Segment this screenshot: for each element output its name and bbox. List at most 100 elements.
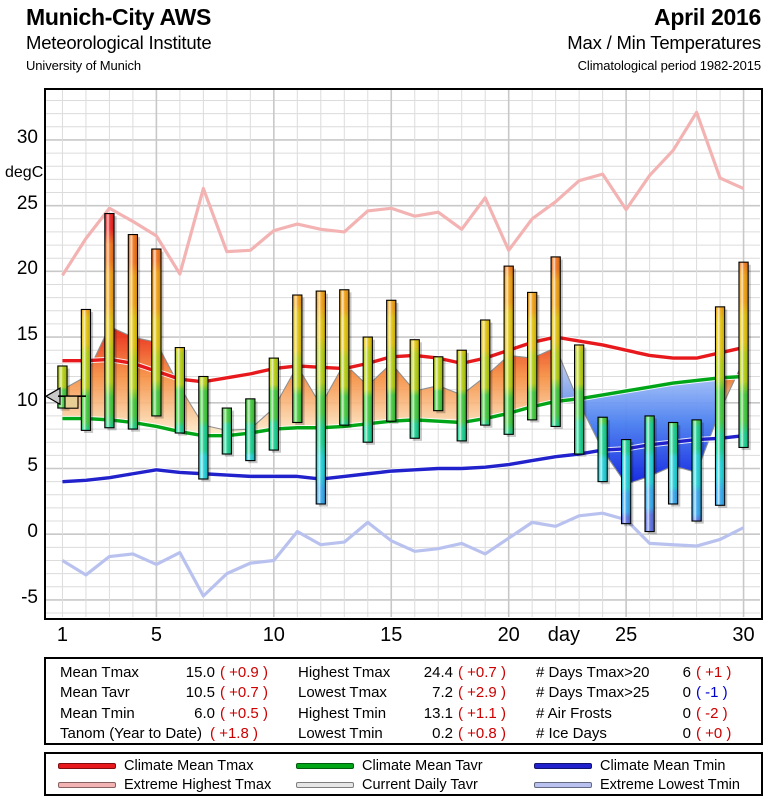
bar-day-13[interactable]: [339, 289, 352, 428]
bar-highlight: [175, 348, 184, 433]
bar-day-7[interactable]: [198, 375, 211, 482]
bar-day-24[interactable]: [597, 416, 610, 485]
bar-day-2[interactable]: [80, 308, 94, 433]
stat-row: Highest Tmin 13.1 ( +1.1 ): [298, 703, 522, 724]
legend-item: Current Daily Tavr: [296, 775, 522, 794]
stat-row: Mean Tavr 10.5 ( +0.7 ): [60, 683, 284, 704]
bar-day-9[interactable]: [245, 398, 258, 464]
bar-day-30[interactable]: [738, 261, 751, 451]
statistics-panel: Mean Tmax 15.0 ( +0.9 ) Mean Tavr 10.5 ( +0.7…: [44, 657, 763, 745]
bar-day-16[interactable]: [409, 339, 422, 441]
legend-item: Climate Mean Tavr: [296, 756, 522, 775]
stat-value: 0.2: [432, 725, 453, 743]
stat-value: 7.2: [432, 684, 453, 702]
chart-subtitle: Max / Min Temperatures: [567, 32, 761, 53]
bar-highlight: [598, 417, 607, 481]
stat-row: Mean Tmax 15.0 ( +0.9 ): [60, 662, 284, 683]
bar-day-4[interactable]: [127, 234, 141, 432]
stat-row: Highest Tmax 24.4 ( +0.7 ): [298, 662, 522, 683]
bar-highlight: [575, 345, 584, 454]
stat-row: Mean Tmin 6.0 ( +0.5 ): [60, 703, 284, 724]
marker-block: [64, 395, 79, 409]
warm-anomaly-band: [62, 326, 580, 436]
bar-day-15[interactable]: [386, 299, 399, 424]
bar-day-6[interactable]: [174, 347, 188, 436]
stat-anomaly: ( -2 ): [696, 704, 728, 722]
bar-day-8[interactable]: [221, 407, 235, 457]
y-tick-0: 0: [27, 521, 38, 543]
bar-day-18[interactable]: [456, 349, 469, 444]
period-title: April 2016: [654, 4, 761, 30]
bar-day-10[interactable]: [268, 357, 282, 453]
bar-day-11[interactable]: [292, 294, 305, 426]
bar-highlight: [669, 423, 677, 504]
stat-anomaly: ( +0.7 ): [220, 684, 268, 702]
stat-value: 10.5: [185, 684, 215, 702]
bar-day-27[interactable]: [667, 421, 681, 507]
bar-day-21[interactable]: [527, 291, 540, 423]
bar-day-22[interactable]: [550, 256, 563, 430]
bar-day-25[interactable]: [620, 439, 634, 527]
bar-highlight: [434, 357, 443, 410]
stat-row: # Days Tmax>20 6 ( +1 ): [536, 662, 760, 683]
y-tick-20: 20: [16, 258, 38, 280]
stat-row: # Days Tmax>25 0 ( -1 ): [536, 683, 760, 704]
stat-row: Lowest Tmin 0.2 ( +0.8 ): [298, 724, 522, 745]
stat-value: 15.0: [185, 663, 215, 681]
chart-canvas: [46, 90, 760, 617]
bar-highlight: [528, 293, 537, 420]
bar-highlight: [739, 262, 748, 447]
stat-value: 0: [682, 684, 691, 702]
bar-highlight: [340, 290, 349, 425]
bar-day-20[interactable]: [503, 265, 516, 437]
bar-highlight: [504, 266, 513, 434]
legend-label: Climate Mean Tmax: [124, 757, 254, 774]
legend-label: Climate Mean Tavr: [362, 757, 483, 774]
bar-day-12[interactable]: [315, 290, 328, 507]
stat-label: Mean Tmax: [60, 663, 139, 681]
stat-row: # Air Frosts 0 ( -2 ): [536, 703, 760, 724]
bar-highlight: [551, 257, 560, 426]
stat-anomaly: ( +0.5 ): [220, 704, 268, 722]
stat-anomaly: ( +0.9 ): [220, 663, 268, 681]
y-tick-5: 5: [27, 455, 38, 477]
legend-label: Extreme Lowest Tmin: [600, 776, 740, 793]
stats-column-means: Mean Tmax 15.0 ( +0.9 ) Mean Tavr 10.5 ( +0.7…: [46, 662, 284, 744]
stat-label: Tanom (Year to Date): [60, 725, 203, 743]
bar-highlight: [199, 377, 208, 479]
stat-anomaly: ( +0.8 ): [458, 725, 506, 743]
page-header: Munich-City AWS Meteorological Institute…: [0, 0, 775, 86]
stat-anomaly: ( +2.9 ): [458, 684, 506, 702]
bar-day-3[interactable]: [104, 212, 117, 431]
bar-highlight: [58, 366, 67, 408]
stat-label: Highest Tmin: [298, 704, 387, 722]
stat-value: 6: [682, 663, 691, 681]
x-tick-25: 25: [615, 624, 638, 646]
x-axis-label: day: [547, 624, 580, 646]
bar-day-17[interactable]: [433, 356, 446, 414]
bar-day-23[interactable]: [574, 344, 587, 457]
legend-color-swatch: [534, 781, 592, 788]
legend-column-tmax: Climate Mean Tmax Extreme Highest Tmax: [46, 756, 284, 794]
legend-label: Climate Mean Tmin: [600, 757, 726, 774]
stat-row: Lowest Tmax 7.2 ( +2.9 ): [298, 683, 522, 704]
x-tick-1: 1: [56, 624, 68, 646]
bar-highlight: [363, 337, 372, 442]
bar-day-28[interactable]: [691, 419, 704, 524]
y-tick-30: 30: [16, 126, 38, 148]
stat-label: Lowest Tmax: [298, 684, 387, 702]
x-tick-10: 10: [262, 624, 285, 646]
bar-day-26[interactable]: [644, 415, 657, 535]
bar-day-5[interactable]: [151, 248, 164, 419]
extreme-highest-tmax-line: [61, 110, 745, 277]
stat-label: Lowest Tmin: [298, 725, 383, 743]
bar-day-19[interactable]: [480, 319, 493, 428]
bar-highlight: [152, 249, 161, 416]
bar-day-1[interactable]: [57, 365, 70, 411]
bar-day-14[interactable]: [362, 336, 375, 445]
bar-highlight: [645, 416, 654, 531]
x-tick-5: 5: [150, 624, 162, 646]
bar-highlight: [246, 399, 255, 460]
bar-day-29[interactable]: [714, 306, 728, 508]
institute-name: Meteorological Institute: [26, 32, 212, 53]
